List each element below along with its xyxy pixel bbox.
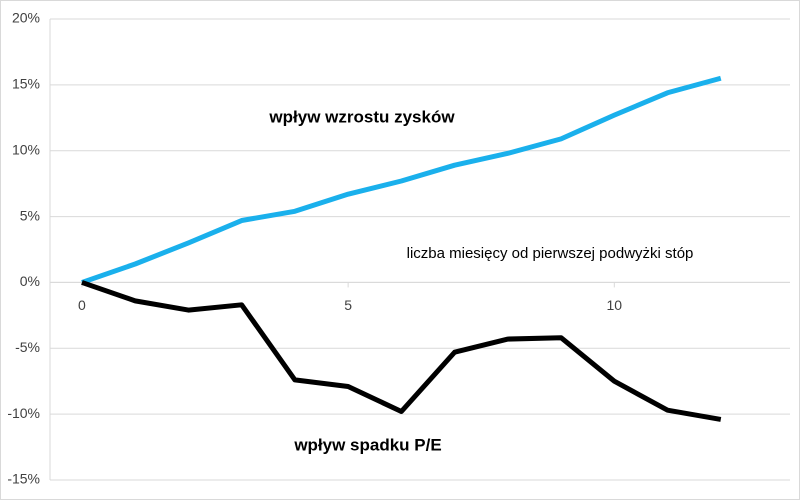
y-tick-label: -5% [15,339,40,355]
y-tick-label: -15% [7,471,40,487]
x-tick-label: 0 [78,297,86,313]
series-line [81,75,722,285]
y-tick-label: 0% [20,273,40,289]
series-line [81,280,722,422]
y-tick-label: 15% [12,76,40,92]
y-tick-label: -10% [7,405,40,421]
y-tick-label: 20% [12,10,40,26]
x-axis-title: liczba miesięcy od pierwszej podwyżki st… [407,245,694,262]
series-label: wpływ spadku P/E [293,435,441,454]
series-label: wpływ wzrostu zysków [268,107,455,126]
y-tick-label: 10% [12,141,40,157]
x-tick-label: 5 [344,297,352,313]
y-tick-label: 5% [20,207,40,223]
x-tick-label: 10 [607,297,623,313]
